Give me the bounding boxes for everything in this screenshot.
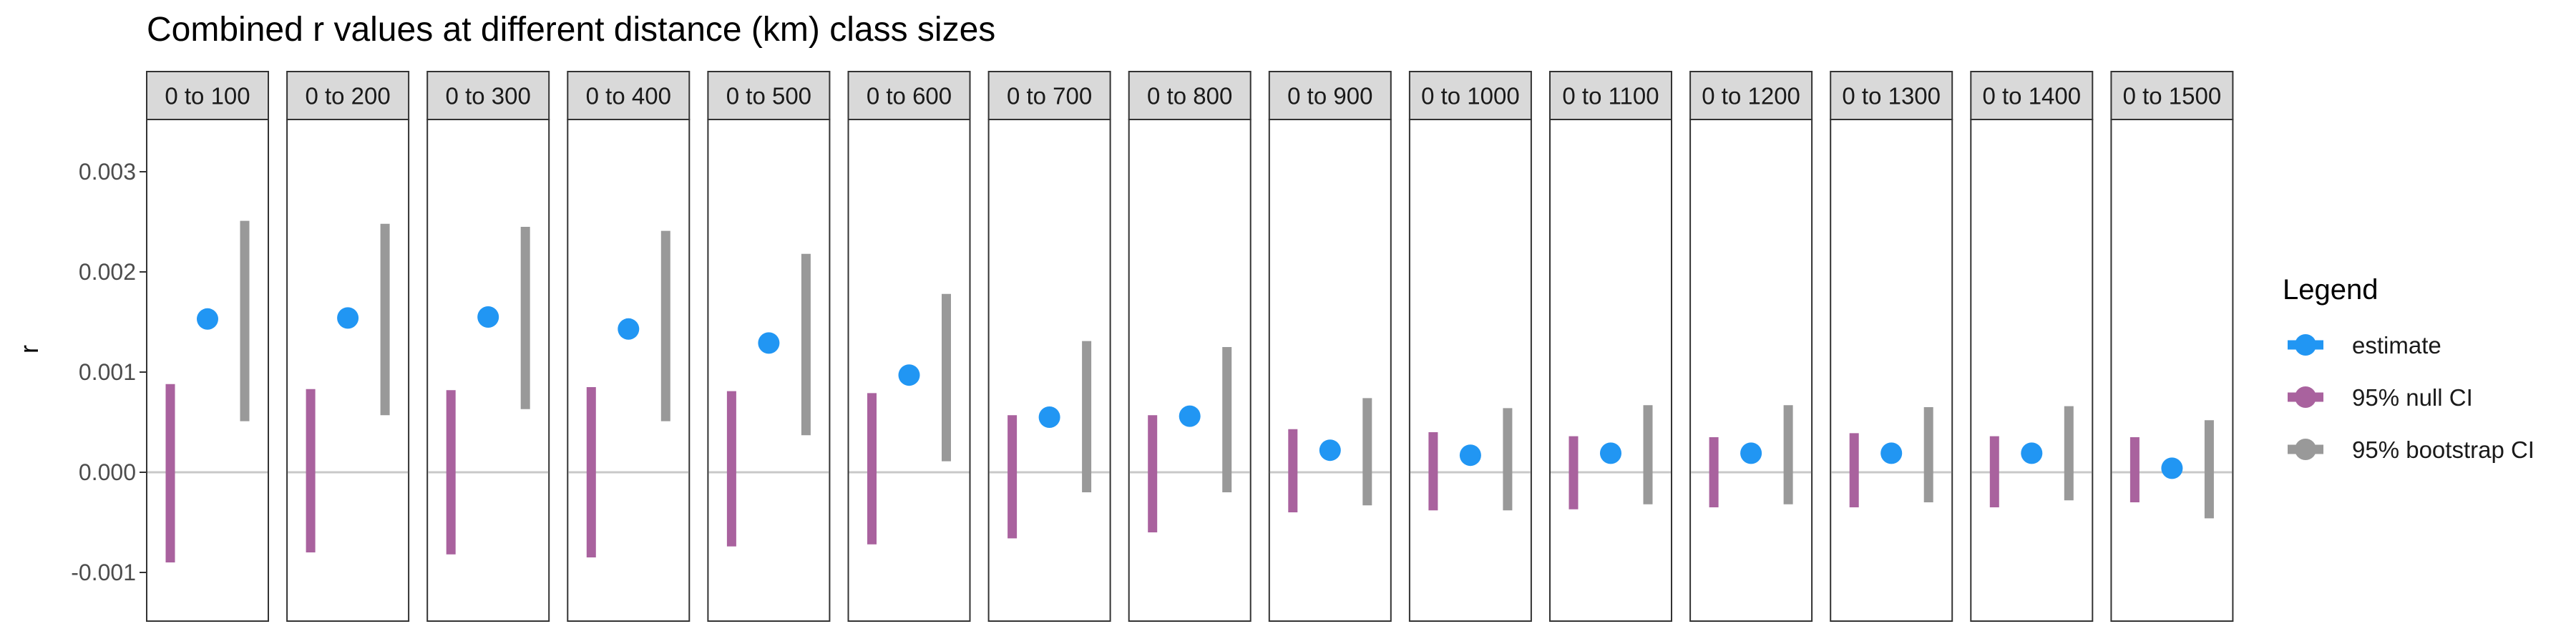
facet-panel: [1408, 119, 1532, 622]
legend-title: Legend: [2283, 274, 2378, 306]
facet-strip-label: 0 to 200: [305, 83, 390, 109]
facet-strip: [707, 71, 831, 120]
facet-strip-label: 0 to 600: [867, 83, 952, 109]
facet-panel: [146, 119, 269, 622]
legend-label: 95% null CI: [2352, 384, 2473, 411]
facet-strip-label: 0 to 1100: [1562, 83, 1659, 109]
legend-label: 95% bootstrap CI: [2352, 436, 2534, 463]
facet-panel: [1689, 119, 1813, 622]
facet-panel: [987, 119, 1111, 622]
estimate-point: [1740, 442, 1762, 464]
facet-strip-label: 0 to 700: [1007, 83, 1092, 109]
facet-panel: [1268, 119, 1392, 622]
facet-strip-label: 0 to 900: [1287, 83, 1372, 109]
facet-strip: [286, 71, 410, 120]
estimate-point: [337, 307, 359, 329]
estimate-point: [2161, 457, 2183, 479]
facet-strip: [1689, 71, 1813, 120]
facet-strip-label: 0 to 1500: [2123, 83, 2222, 109]
estimate-point: [477, 306, 499, 328]
estimate-point: [1600, 442, 1621, 464]
facet-strip: [567, 71, 691, 120]
estimate-point: [197, 308, 218, 330]
facet-strip: [1268, 71, 1392, 120]
estimate-point: [1459, 444, 1481, 467]
facet-panel: [1830, 119, 1953, 622]
facet-strip-label: 0 to 1400: [1982, 83, 2081, 109]
facet-strip-label: 0 to 300: [446, 83, 531, 109]
facet-strip: [1128, 71, 1252, 120]
facet-panel: [1549, 119, 1672, 622]
facet-strip-label: 0 to 500: [726, 83, 811, 109]
chart-title: Combined r values at different distance …: [147, 11, 996, 49]
facet-panel: [286, 119, 410, 622]
facet-panel: [426, 119, 550, 622]
facet-strip: [987, 71, 1111, 120]
facet-panel: [1128, 119, 1252, 622]
estimate-point: [1880, 442, 1903, 464]
facet-strip-label: 0 to 800: [1147, 83, 1232, 109]
estimate-point: [1319, 439, 1341, 462]
facet-strip-label: 0 to 400: [586, 83, 671, 109]
facet-strip-label: 0 to 1000: [1421, 83, 1520, 109]
estimate-point: [1179, 405, 1201, 427]
legend-key-bootstrap-ci-point: [2295, 439, 2316, 460]
facet-strip: [146, 71, 269, 120]
facet-strip: [1408, 71, 1532, 120]
estimate-point: [618, 318, 640, 340]
legend-key-estimate-point: [2295, 334, 2316, 356]
estimate-point: [2021, 442, 2043, 464]
y-tick-label: 0.001: [79, 359, 136, 385]
legend-label: estimate: [2352, 332, 2441, 358]
y-tick-label: 0.000: [79, 459, 136, 485]
y-tick-label: 0.003: [79, 159, 136, 185]
facet-panel: [567, 119, 691, 622]
facet-panel: [707, 119, 831, 622]
facet-panel: [2110, 119, 2234, 622]
y-tick-label: 0.002: [79, 259, 136, 285]
y-tick-label: -0.001: [71, 560, 136, 585]
facet-panel: [1970, 119, 2094, 622]
facet-strip: [426, 71, 550, 120]
estimate-point: [898, 364, 920, 386]
facet-strip-label: 0 to 100: [165, 83, 250, 109]
estimate-point: [1038, 406, 1060, 428]
facet-strip: [847, 71, 971, 120]
estimate-point: [758, 332, 780, 354]
legend-key-null-ci-point: [2295, 386, 2316, 408]
facet-strip-label: 0 to 1200: [1702, 83, 1800, 109]
facet-strip: [1549, 71, 1672, 120]
facet-strip-label: 0 to 1300: [1842, 83, 1941, 109]
